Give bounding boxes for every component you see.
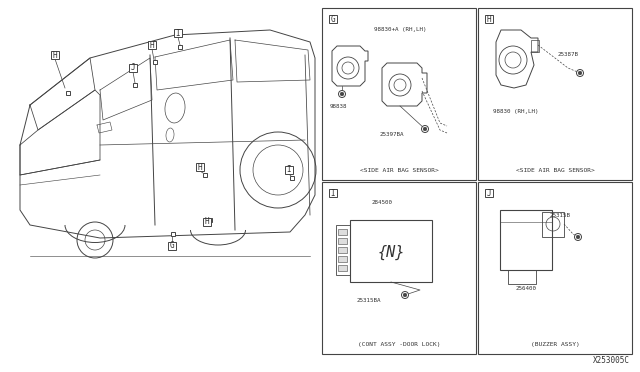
- Bar: [478, 8, 632, 180]
- Bar: [338, 229, 347, 235]
- Text: X253005C: X253005C: [593, 356, 630, 365]
- Bar: [196, 163, 204, 171]
- Circle shape: [403, 293, 407, 297]
- Text: <SIDE AIR BAG SENSOR>: <SIDE AIR BAG SENSOR>: [516, 168, 595, 173]
- Text: G: G: [170, 241, 174, 250]
- Bar: [350, 220, 432, 282]
- Text: 25387B: 25387B: [558, 52, 579, 57]
- Bar: [329, 189, 337, 197]
- Text: J: J: [131, 64, 135, 73]
- Text: (CONT ASSY -DOOR LOCK): (CONT ASSY -DOOR LOCK): [358, 342, 440, 347]
- Bar: [485, 189, 493, 197]
- Circle shape: [422, 125, 429, 132]
- Text: H: H: [52, 51, 58, 60]
- Text: 98838: 98838: [330, 104, 348, 109]
- Bar: [322, 182, 476, 354]
- Circle shape: [575, 234, 582, 241]
- Text: <SIDE AIR BAG SENSOR>: <SIDE AIR BAG SENSOR>: [360, 168, 438, 173]
- Text: I: I: [176, 29, 180, 38]
- Text: 98830+A (RH,LH): 98830+A (RH,LH): [374, 28, 426, 32]
- Circle shape: [340, 92, 344, 96]
- Bar: [542, 212, 564, 237]
- Text: 25397BA: 25397BA: [380, 132, 404, 137]
- Text: G: G: [331, 15, 335, 23]
- Bar: [322, 8, 476, 180]
- Text: J: J: [486, 189, 492, 198]
- Bar: [285, 166, 293, 174]
- Text: {N}: {N}: [378, 244, 404, 260]
- Bar: [531, 40, 539, 52]
- Bar: [338, 247, 347, 253]
- Text: H: H: [486, 15, 492, 23]
- Bar: [51, 51, 59, 59]
- Bar: [336, 225, 350, 275]
- Circle shape: [576, 235, 580, 239]
- Bar: [174, 29, 182, 37]
- Circle shape: [577, 70, 584, 77]
- Bar: [329, 15, 337, 23]
- Bar: [485, 15, 493, 23]
- Text: I: I: [287, 166, 291, 174]
- Bar: [168, 242, 176, 250]
- Text: 25315B: 25315B: [550, 213, 571, 218]
- Circle shape: [339, 90, 346, 97]
- Bar: [203, 218, 211, 226]
- Bar: [338, 256, 347, 262]
- Bar: [338, 238, 347, 244]
- Text: 256400: 256400: [516, 286, 537, 291]
- Circle shape: [579, 71, 582, 75]
- Text: H: H: [205, 218, 209, 227]
- Text: H: H: [150, 41, 154, 49]
- Bar: [129, 64, 137, 72]
- Bar: [338, 265, 347, 271]
- Text: 25315BA: 25315BA: [357, 298, 381, 303]
- Bar: [478, 182, 632, 354]
- Text: 98830 (RH,LH): 98830 (RH,LH): [493, 109, 538, 114]
- Text: I: I: [331, 189, 335, 198]
- Bar: [508, 270, 536, 284]
- Text: (BUZZER ASSY): (BUZZER ASSY): [531, 342, 579, 347]
- Bar: [148, 41, 156, 49]
- Bar: [500, 210, 552, 270]
- Circle shape: [423, 127, 427, 131]
- Text: 284500: 284500: [372, 200, 393, 205]
- Circle shape: [401, 292, 408, 298]
- Text: H: H: [198, 163, 202, 171]
